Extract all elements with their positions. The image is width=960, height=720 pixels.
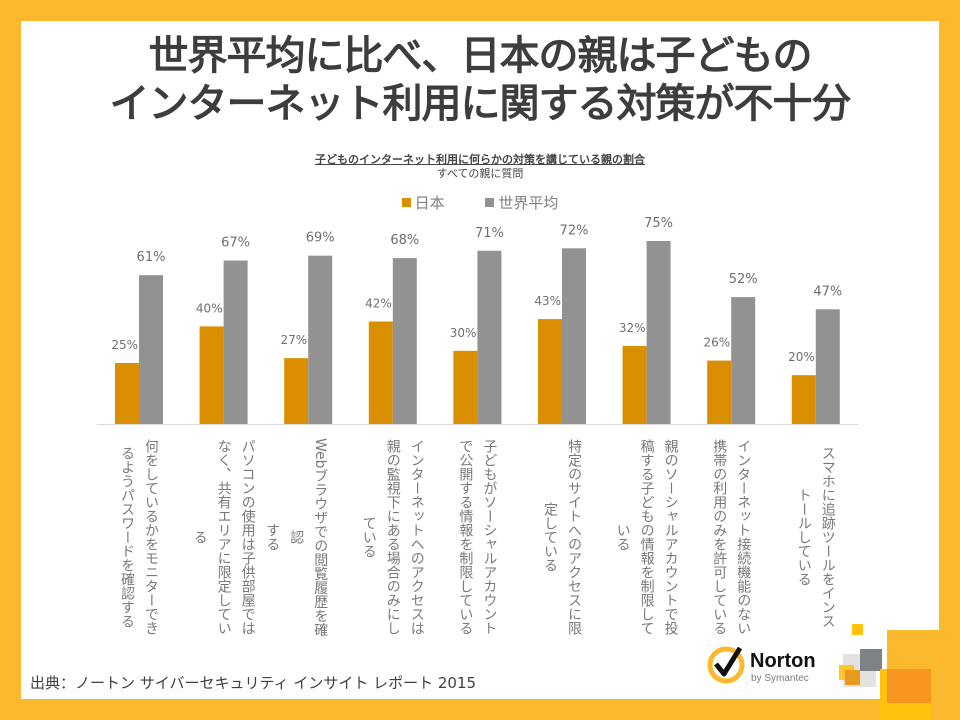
category-label: パソコンの使用は子供部屋では なく、共有エリアに限定している bbox=[188, 432, 260, 642]
bar-world bbox=[646, 241, 671, 424]
category-label-line: トールしている bbox=[795, 488, 812, 586]
chart-subtitle: すべての親に質問 bbox=[436, 167, 524, 180]
category-label: インターネットへのアクセスは 親の監視下にある場合のみにし ている bbox=[357, 432, 429, 642]
category-label-line: 稿する子どもの情報を制限して bbox=[638, 439, 655, 635]
data-label-world: 72% bbox=[560, 223, 589, 238]
category-label-line: パソコンの使用は子供部屋では bbox=[239, 439, 256, 635]
category-label-line: いる bbox=[614, 523, 631, 551]
data-label-world: 61% bbox=[137, 250, 166, 265]
bar-world bbox=[308, 255, 333, 424]
category-label-line: インターネット接続機能のない bbox=[735, 439, 752, 635]
category-label: 子どもがソーシャルアカウント で公開する情報を制限している bbox=[453, 432, 501, 642]
data-label-japan: 20% bbox=[788, 350, 815, 364]
legend-item-japan: 日本 bbox=[401, 192, 445, 213]
bar-japan bbox=[791, 375, 816, 424]
bar-world bbox=[223, 260, 248, 424]
source-note: 出典：ノートン サイバーセキュリティ インサイト レポート 2015 bbox=[30, 674, 477, 692]
bar-world bbox=[815, 309, 840, 424]
chart-legend: 日本 世界平均 bbox=[0, 192, 960, 213]
norton-subtitle: by Symantec bbox=[751, 673, 809, 684]
data-label-japan: 43% bbox=[534, 294, 561, 308]
title-line-2: インターネット利用に関する対策が不十分 bbox=[109, 81, 852, 127]
title-line-1: 世界平均に比べ、日本の親は子どもの bbox=[148, 33, 813, 79]
category-label-line: 親のソーシャルアカウントで投 bbox=[662, 439, 679, 635]
bar-japan bbox=[368, 321, 393, 424]
bar-japan bbox=[199, 326, 224, 424]
bar-japan bbox=[453, 350, 478, 424]
deco-square-orange-small bbox=[845, 670, 860, 685]
category-label: スマホに追跡ツールをインス トールしている bbox=[792, 432, 840, 642]
legend-swatch-japan bbox=[401, 198, 411, 207]
chart-title-block: 子どものインターネット利用に何らかの対策を講じている親の割合 すべての親に質問 bbox=[280, 153, 680, 181]
legend-item-world: 世界平均 bbox=[485, 192, 558, 213]
data-label-world: 75% bbox=[644, 216, 673, 231]
category-label-line: 何をしているかをモニターでき bbox=[143, 439, 159, 635]
category-label: 何をしているかをモニターでき るようパスワードを確認する bbox=[115, 432, 163, 642]
bar-japan bbox=[538, 319, 562, 424]
category-label-line: スマホに追跡ツールをインス bbox=[819, 446, 836, 628]
category-label-line: 子どもがソーシャルアカウント bbox=[481, 439, 498, 635]
bar-japan bbox=[115, 363, 139, 424]
data-label-world: 68% bbox=[390, 233, 419, 248]
category-label: 特定のサイトへのアクセスに限 定している bbox=[538, 432, 586, 642]
data-label-world: 47% bbox=[813, 284, 842, 299]
category-label-line: 定している bbox=[542, 502, 558, 572]
legend-swatch-world bbox=[485, 198, 495, 207]
data-label-japan: 32% bbox=[619, 321, 646, 335]
category-label: 親のソーシャルアカウントで投 稿する子どもの情報を制限して いる bbox=[611, 432, 683, 642]
deco-square-small bbox=[852, 624, 863, 635]
data-label-japan: 27% bbox=[281, 333, 308, 347]
chart-title: 子どものインターネット利用に何らかの対策を講じている親の割合 bbox=[315, 153, 645, 166]
category-label-line: るようパスワードを確認する bbox=[119, 446, 135, 628]
slide-title: 世界平均に比べ、日本の親は子どもの インターネット利用に関する対策が不十分 bbox=[0, 32, 960, 128]
bar-world bbox=[562, 248, 586, 424]
bar-world bbox=[139, 275, 163, 424]
category-label-line: する bbox=[264, 523, 281, 551]
category-label-line: 親の監視下にある場合のみにし bbox=[384, 439, 401, 635]
data-label-world: 71% bbox=[475, 226, 504, 241]
category-label-line: Webブラウザでの閲覧履歴を確認 bbox=[288, 437, 329, 637]
legend-label-japan: 日本 bbox=[414, 194, 445, 212]
bar-japan bbox=[284, 358, 309, 424]
data-label-world: 69% bbox=[306, 231, 335, 246]
bar-world bbox=[392, 258, 417, 424]
category-label-line: で公開する情報を制限している bbox=[457, 439, 474, 635]
data-label-world: 52% bbox=[729, 272, 758, 287]
category-label-line: る bbox=[191, 530, 208, 544]
bar-japan bbox=[622, 345, 647, 424]
norton-logo: Norton by Symantec bbox=[706, 643, 826, 688]
data-label-japan: 30% bbox=[450, 326, 477, 340]
category-label: インターネット接続機能のない 携帯の利用のみを許可している bbox=[707, 432, 755, 642]
bar-japan bbox=[707, 360, 732, 424]
category-label-line: ている bbox=[360, 516, 377, 558]
category-label-line: なく、共有エリアに限定してい bbox=[215, 439, 232, 635]
norton-check-icon: Norton by Symantec bbox=[707, 646, 816, 684]
data-label-japan: 40% bbox=[196, 301, 223, 315]
category-label: Webブラウザでの閲覧履歴を確認 する bbox=[264, 432, 332, 642]
deco-block-orange bbox=[887, 669, 931, 703]
deco-square-gray bbox=[860, 649, 882, 671]
data-label-japan: 42% bbox=[365, 297, 392, 311]
category-label-line: インターネットへのアクセスは bbox=[408, 439, 425, 635]
norton-wordmark: Norton bbox=[750, 650, 816, 672]
bar-world bbox=[731, 297, 756, 424]
data-label-world: 67% bbox=[221, 236, 250, 251]
bar-world bbox=[477, 250, 502, 424]
data-label-japan: 25% bbox=[111, 338, 138, 352]
data-label-japan: 26% bbox=[704, 336, 731, 350]
category-label-line: 特定のサイトへのアクセスに限 bbox=[566, 439, 582, 635]
legend-label-world: 世界平均 bbox=[498, 194, 559, 212]
category-label-line: 携帯の利用のみを許可している bbox=[711, 439, 728, 635]
